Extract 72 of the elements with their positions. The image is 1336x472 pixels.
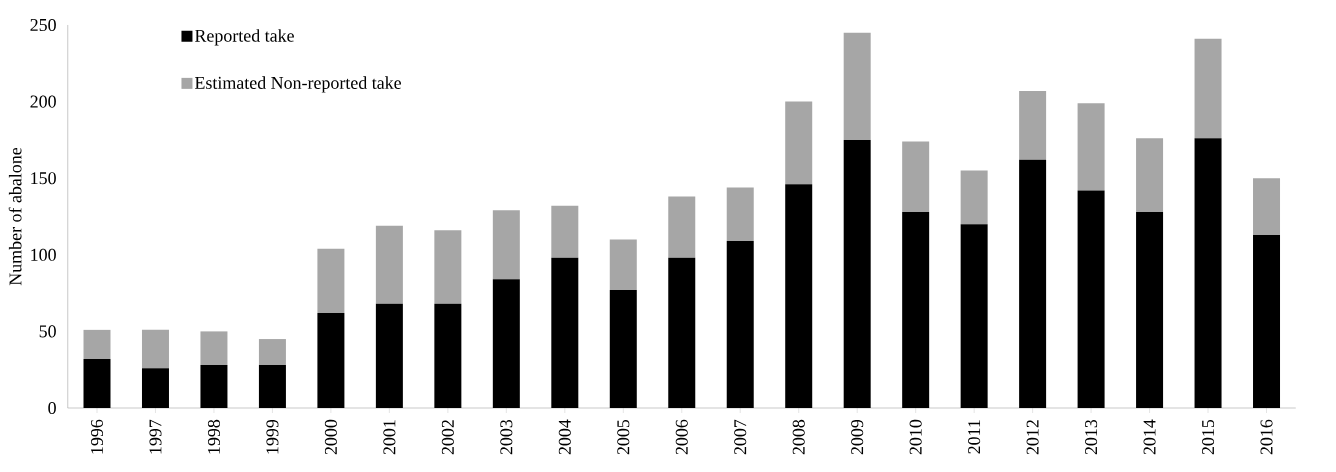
- x-tick-label: 2016: [1260, 419, 1273, 455]
- bar: [902, 211, 930, 408]
- x-tick-label: 2010: [909, 419, 922, 455]
- legend-label: Estimated Non-reported take: [194, 76, 401, 93]
- bar: [609, 290, 637, 408]
- bar: [1194, 38, 1222, 139]
- y-tick-label: 100: [31, 248, 56, 261]
- bar: [726, 241, 754, 408]
- bar: [141, 368, 169, 408]
- y-axis-title: Number of abalone: [8, 147, 22, 286]
- x-tick-label: 2015: [1202, 419, 1215, 455]
- bar: [317, 248, 345, 314]
- y-tick-label: 0: [48, 401, 56, 415]
- bar: [492, 210, 520, 280]
- x-tick-label: 1997: [149, 419, 162, 454]
- bar: [492, 279, 520, 408]
- bar: [843, 139, 871, 408]
- x-tick-label: 2003: [500, 419, 513, 455]
- x-tick-label: 2000: [324, 419, 337, 455]
- y-tick-label: 150: [31, 172, 56, 185]
- bar: [83, 358, 111, 408]
- legend-label: Reported take: [194, 29, 294, 46]
- bar: [668, 257, 696, 408]
- bar: [785, 101, 813, 185]
- bar: [375, 303, 403, 408]
- bar: [902, 141, 930, 212]
- y-tick-label: 200: [30, 95, 56, 108]
- x-tick-label: 2007: [734, 419, 747, 455]
- x-tick-label: 2008: [792, 419, 805, 455]
- bar: [200, 331, 228, 366]
- bar: [434, 303, 462, 408]
- x-tick-label: 1996: [90, 419, 104, 454]
- bar: [1019, 90, 1047, 160]
- bar: [551, 257, 579, 408]
- bar: [1077, 103, 1105, 191]
- bar: [843, 32, 871, 140]
- bar: [83, 329, 111, 359]
- bar: [1019, 159, 1047, 408]
- x-tick-label: 2009: [851, 419, 864, 455]
- bar: [1077, 190, 1105, 408]
- bar: [434, 230, 462, 304]
- bar: [960, 224, 988, 408]
- bar: [785, 184, 813, 408]
- y-tick-label: 50: [39, 325, 56, 338]
- x-tick-label: 1998: [207, 419, 220, 454]
- bar: [1253, 178, 1281, 235]
- x-tick-label: 2014: [1143, 419, 1156, 455]
- bar: [375, 225, 403, 304]
- x-tick-label: 2011: [968, 420, 981, 454]
- x-tick-label: 1999: [266, 419, 279, 454]
- bar: [1136, 211, 1164, 408]
- bar: [200, 365, 228, 408]
- bar: [141, 329, 169, 369]
- bar: [258, 339, 286, 366]
- bar: [1136, 138, 1164, 212]
- bar: [1194, 138, 1222, 408]
- x-tick-label: 2002: [441, 420, 454, 455]
- bar: [960, 170, 988, 225]
- bar: [258, 365, 286, 408]
- bar: [668, 196, 696, 258]
- x-tick-label: 2012: [1026, 420, 1039, 455]
- x-tick-label: 2013: [1085, 419, 1098, 455]
- y-tick-label: 250: [30, 18, 56, 32]
- x-tick-label: 2001: [383, 420, 396, 455]
- bar: [726, 187, 754, 242]
- x-tick-label: 2005: [617, 419, 630, 455]
- bar: [317, 313, 345, 408]
- bar: [1253, 234, 1281, 408]
- bar: [609, 239, 637, 291]
- x-tick-label: 2004: [558, 419, 571, 455]
- bar: [551, 205, 579, 258]
- x-tick-label: 2006: [675, 419, 688, 455]
